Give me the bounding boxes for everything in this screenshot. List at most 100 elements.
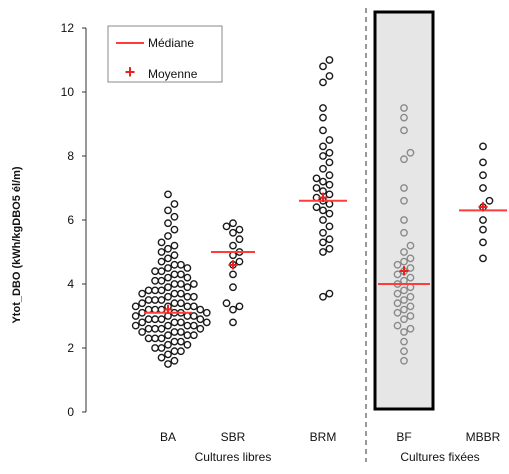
data-point-ba bbox=[170, 347, 179, 356]
data-point-bf bbox=[400, 113, 408, 122]
data-point-ba bbox=[183, 302, 192, 311]
mean-marker-bf: + bbox=[399, 261, 410, 281]
data-point-ba bbox=[177, 280, 185, 288]
data-point-bf bbox=[400, 315, 408, 324]
data-point-bf bbox=[400, 296, 408, 304]
data-point-brm bbox=[319, 248, 327, 256]
data-point-bf bbox=[406, 148, 415, 157]
data-point-ba bbox=[177, 318, 185, 327]
data-point-ba bbox=[189, 321, 198, 330]
y-tick-label: 2 bbox=[67, 341, 74, 355]
data-point-ba bbox=[151, 276, 159, 285]
data-point-ba bbox=[177, 328, 185, 336]
data-point-ba bbox=[157, 334, 166, 343]
data-point-ba bbox=[164, 350, 172, 359]
data-point-ba bbox=[157, 248, 166, 256]
data-point-brm bbox=[325, 289, 334, 298]
data-point-ba bbox=[170, 212, 179, 221]
data-point-sbr bbox=[229, 270, 237, 279]
data-point-ba bbox=[177, 299, 185, 308]
data-point-brm bbox=[312, 174, 321, 183]
data-point-brm bbox=[312, 184, 321, 192]
data-point-ba bbox=[170, 260, 179, 269]
data-point-brm bbox=[319, 187, 327, 196]
data-point-bf bbox=[406, 241, 415, 250]
data-point-ba bbox=[196, 305, 205, 314]
data-point-ba bbox=[164, 273, 172, 282]
y-tick-label: 0 bbox=[67, 405, 74, 419]
data-point-brm bbox=[319, 78, 327, 87]
data-point-mbbr bbox=[479, 238, 487, 247]
data-point-ba bbox=[138, 299, 147, 308]
data-point-brm bbox=[325, 235, 334, 244]
data-point-brm bbox=[325, 222, 334, 231]
data-point-ba bbox=[170, 280, 179, 288]
data-point-bf bbox=[393, 289, 402, 298]
data-point-brm bbox=[319, 292, 327, 301]
data-point-ba bbox=[164, 321, 172, 330]
data-point-ba bbox=[164, 244, 172, 253]
data-point-mbbr bbox=[479, 225, 487, 234]
data-point-ba bbox=[151, 324, 159, 333]
data-point-brm bbox=[319, 113, 327, 122]
data-point-bf bbox=[400, 328, 408, 336]
data-point-mbbr bbox=[479, 216, 487, 224]
data-point-bf bbox=[400, 216, 408, 224]
data-point-sbr bbox=[229, 228, 237, 237]
data-point-ba bbox=[151, 344, 159, 352]
x-category-label-ba: BA bbox=[160, 430, 176, 444]
data-point-mbbr bbox=[485, 196, 494, 205]
data-point-ba bbox=[177, 289, 185, 298]
data-point-ba bbox=[144, 296, 153, 304]
data-point-bf bbox=[406, 292, 415, 301]
data-point-ba bbox=[183, 283, 192, 292]
data-point-ba bbox=[170, 328, 179, 336]
data-point-ba bbox=[183, 273, 192, 282]
data-point-ba bbox=[151, 267, 159, 276]
data-point-sbr bbox=[222, 222, 231, 231]
data-point-bf bbox=[400, 347, 408, 356]
data-point-ba bbox=[164, 283, 172, 292]
data-point-bf bbox=[400, 228, 408, 237]
data-point-brm bbox=[325, 72, 334, 80]
data-point-bf bbox=[406, 264, 415, 272]
data-point-ba bbox=[170, 200, 179, 208]
data-point-brm bbox=[319, 104, 327, 112]
x-category-label-bf: BF bbox=[396, 430, 411, 444]
data-point-ba bbox=[170, 356, 179, 365]
data-point-bf bbox=[400, 104, 408, 112]
data-point-ba bbox=[177, 337, 185, 346]
data-point-brm bbox=[319, 216, 327, 224]
data-point-ba bbox=[164, 219, 172, 228]
legend: Médiane + Moyenne bbox=[107, 25, 223, 83]
x-axis-group-labels: Cultures libres Cultures fixées bbox=[195, 450, 480, 464]
data-point-bf bbox=[393, 321, 402, 330]
data-point-ba bbox=[170, 337, 179, 346]
data-point-ba bbox=[196, 324, 205, 333]
data-point-ba bbox=[131, 321, 140, 330]
data-point-ba bbox=[170, 241, 179, 250]
data-point-brm bbox=[312, 203, 321, 212]
data-point-ba bbox=[144, 324, 153, 333]
y-tick-label: 8 bbox=[67, 149, 74, 163]
data-point-ba bbox=[177, 347, 185, 356]
data-point-bf bbox=[400, 184, 408, 192]
data-point-brm bbox=[325, 136, 334, 144]
mean-marker-sbr: + bbox=[228, 255, 239, 275]
data-point-brm bbox=[319, 206, 327, 215]
data-point-ba bbox=[164, 264, 172, 272]
data-point-ba bbox=[151, 315, 159, 324]
data-point-ba bbox=[177, 270, 185, 279]
data-point-ba bbox=[157, 286, 166, 295]
data-point-brm bbox=[325, 148, 334, 157]
data-point-bf bbox=[393, 270, 402, 279]
x-axis-categories: BA SBR BRM BF MBBR bbox=[160, 430, 501, 444]
data-point-ba bbox=[183, 321, 192, 330]
data-point-brm bbox=[325, 244, 334, 253]
data-point-ba bbox=[170, 289, 179, 298]
data-point-ba bbox=[183, 264, 192, 272]
data-point-ba bbox=[131, 302, 140, 311]
data-point-bf bbox=[406, 302, 415, 311]
data-point-ba bbox=[170, 225, 179, 234]
